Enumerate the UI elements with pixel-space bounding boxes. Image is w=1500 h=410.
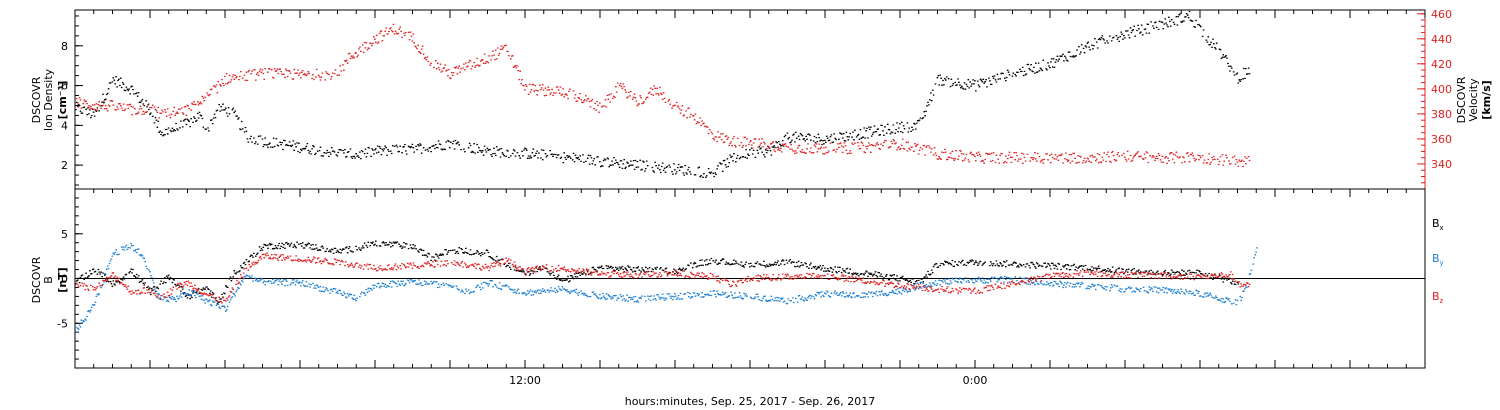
x-axis-ticks: 12:00 0:00: [74, 10, 1426, 387]
legend-bx: Bx: [1432, 217, 1444, 232]
top-right-ylabel-line3: [km/s]: [1480, 80, 1493, 119]
bottom-left-tick-label: 0: [61, 273, 68, 286]
by-series-points: [75, 242, 1258, 333]
top-ylabel-line2: Ion Density: [42, 68, 55, 131]
top-right-ylabel-line1: DSCOVR: [1455, 76, 1468, 123]
bottom-left-axis-ticks: -5 0 5: [57, 197, 83, 360]
legend-by: By: [1432, 252, 1444, 267]
legend-bx-sub: x: [1440, 224, 1444, 232]
legend-by-sub: y: [1440, 259, 1444, 267]
legend-by-base: B: [1432, 252, 1440, 265]
top-right-tick-label: 420: [1431, 58, 1452, 71]
top-right-tick-label: 360: [1431, 133, 1452, 146]
legend-bx-base: B: [1432, 217, 1440, 230]
bx-series: [75, 240, 1240, 305]
bottom-ylabel-line1: DSCOVR: [30, 256, 43, 303]
legend-bz-base: B: [1432, 290, 1440, 303]
legend-bz: Bz: [1432, 290, 1444, 305]
velocity-series: [75, 23, 1251, 168]
bz-series-points: [75, 252, 1251, 304]
bottom-ylabel-line3: [nT]: [56, 267, 69, 292]
bottom-panel-series: [75, 240, 1258, 333]
top-right-ylabel-line2: Velocity: [1467, 78, 1480, 122]
top-left-tick-label: 4: [61, 119, 68, 132]
ion-density-series: [75, 10, 1251, 179]
x-axis-label: hours:minutes, Sep. 25, 2017 - Sep. 26, …: [625, 395, 876, 408]
velocity-series-points: [75, 23, 1251, 168]
legend-bz-sub: z: [1440, 297, 1444, 305]
top-panel-frame: [74, 9, 1426, 190]
bottom-ylabel-line2: B: [42, 276, 55, 284]
bottom-left-tick-label: -5: [57, 317, 68, 330]
top-left-tick-label: 8: [61, 40, 68, 53]
top-left-tick-label: 2: [61, 159, 68, 172]
top-panel-series: [75, 10, 1251, 179]
top-left-axis-ticks: 2 4 6 8: [61, 15, 83, 186]
x-tick-label: 0:00: [963, 374, 988, 387]
legend: Bx By Bz: [1432, 217, 1444, 305]
top-right-axis-ticks: 340 360 380 400 420 440 460: [1417, 8, 1452, 184]
bottom-left-tick-label: 5: [61, 228, 68, 241]
top-right-tick-label: 380: [1431, 108, 1452, 121]
bx-series-points: [75, 240, 1240, 305]
top-right-tick-label: 440: [1431, 33, 1452, 46]
top-ylabel-line3: [cm⁻³]: [56, 81, 69, 120]
top-right-tick-label: 340: [1431, 158, 1452, 171]
bz-series: [75, 252, 1251, 304]
top-right-tick-label: 460: [1431, 8, 1452, 21]
top-left-tick-label: 6: [61, 80, 68, 93]
x-tick-label: 12:00: [509, 374, 541, 387]
by-series: [75, 242, 1258, 333]
top-ylabel-line1: DSCOVR: [30, 76, 43, 123]
ion-density-series-points: [75, 10, 1251, 179]
top-right-tick-label: 400: [1431, 83, 1452, 96]
